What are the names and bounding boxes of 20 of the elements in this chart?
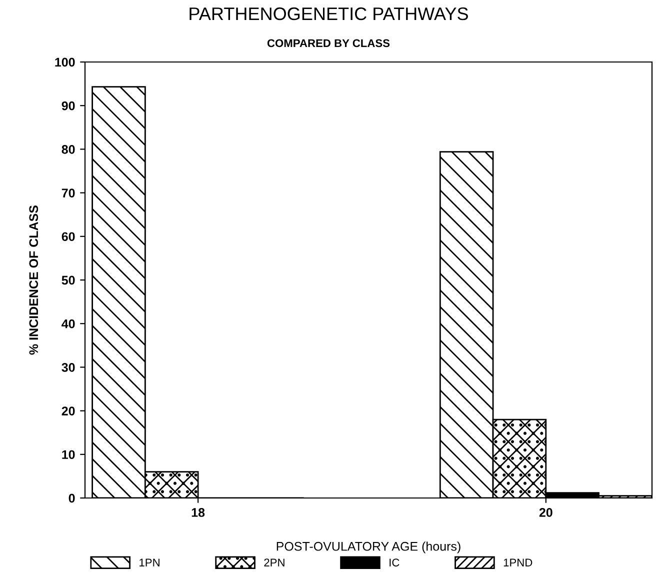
y-tick-label: 90: [62, 101, 75, 110]
x-axis-title: POST-OVULATORY AGE (hours): [276, 542, 460, 554]
legend-label: 2PN: [264, 558, 284, 566]
y-tick-label: 40: [62, 319, 75, 328]
legend-label: IC: [390, 558, 400, 566]
y-axis-title: % INCIDENCE OF CLASS: [29, 205, 38, 355]
x-tick-label: 18: [192, 508, 205, 517]
y-tick-label: 10: [62, 450, 75, 460]
y-tick-label: 80: [62, 145, 75, 154]
y-tick-label: 50: [62, 276, 75, 285]
y-tick-label: 70: [62, 188, 75, 198]
y-tick-label: 0: [68, 494, 75, 503]
y-tick-label: 60: [62, 232, 75, 242]
legend-label: 1PN: [140, 558, 160, 566]
y-tick-label: 30: [62, 363, 75, 372]
chart-title: PARTHENOGENETIC PATHWAYS: [190, 7, 468, 20]
y-tick-label: 100: [55, 58, 75, 67]
legend-label: 1PND: [504, 558, 532, 566]
y-tick-label: 20: [62, 406, 75, 416]
chart-subtitle: COMPARED BY CLASS: [267, 39, 390, 48]
